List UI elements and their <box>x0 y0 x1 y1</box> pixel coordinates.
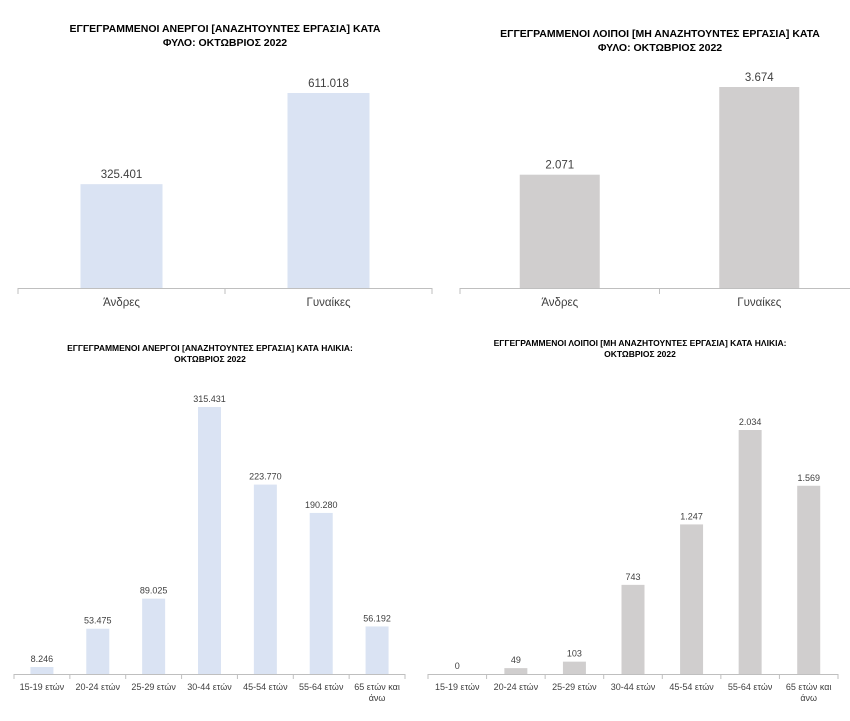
data-label: 611.018 <box>308 78 349 90</box>
chart-plot: 8.246 15-19 ετών 53.475 20-24 ετών 89.025 25-… <box>13 394 406 703</box>
data-label: 1.569 <box>797 473 820 483</box>
chart-others-by-sex: ΕΓΓΕΓΡΑΜΜΕΝΟΙ ΛΟΙΠΟΙ [ΜΗ ΑΝΑΖΗΤΟΥΝΤΕΣ ΕΡ… <box>425 0 850 330</box>
category-label: 15-19 ετών <box>435 682 480 692</box>
chart-plot: 2.071 Άνδρες 3.674 Γυναίκες <box>459 72 850 309</box>
category-label: Άνδρες <box>103 297 140 309</box>
category-label: 30-44 ετών <box>611 682 656 692</box>
bar <box>80 184 163 288</box>
category-label: 25-29 ετών <box>131 682 176 692</box>
category-label: 20-24 ετών <box>76 682 121 692</box>
bar <box>198 407 221 674</box>
bar <box>365 626 389 674</box>
chart-title: ΕΓΓΕΓΡΑΜΜΕΝΟΙ ΛΟΙΠΟΙ [ΜΗ ΑΝΑΖΗΤΟΥΝΤΕΣ ΕΡ… <box>500 28 820 55</box>
bar <box>142 598 166 674</box>
category-label: Άνδρες <box>541 297 578 309</box>
category-label: 55-64 ετών <box>299 682 344 692</box>
data-label: 1.247 <box>680 511 703 521</box>
category-label: 45-54 ετών <box>243 682 288 692</box>
bar <box>253 484 277 674</box>
bar <box>30 667 54 674</box>
data-label: 0 <box>455 661 460 671</box>
bar <box>621 584 645 674</box>
category-label: 15-19 ετών <box>20 682 65 692</box>
bar <box>719 87 800 288</box>
chart-plot: 0 15-19 ετών 49 20-24 ετών 103 25-29 ετών 743 3… <box>427 417 839 703</box>
data-label: 49 <box>511 655 521 665</box>
data-label: 8.246 <box>31 654 54 664</box>
category-label: 30-44 ετών <box>187 682 232 692</box>
chart-others-by-age: ΕΓΓΕΓΡΑΜΜΕΝΟΙ ΛΟΙΠΟΙ [ΜΗ ΑΝΑΖΗΤΟΥΝΤΕΣ ΕΡ… <box>425 330 850 721</box>
bar <box>680 524 704 674</box>
data-label: 743 <box>625 572 640 582</box>
bar <box>86 628 110 674</box>
category-label: Γυναίκες <box>737 297 781 309</box>
category-label: 45-54 ετών <box>669 682 714 692</box>
data-label: 190.280 <box>305 500 338 510</box>
bar <box>738 430 762 674</box>
data-label: 103 <box>567 649 582 659</box>
data-label: 315.431 <box>193 394 226 404</box>
chart-unemployed-by-age: ΕΓΓΕΓΡΑΜΜΕΝΟΙ ΑΝΕΡΓΟΙ [ΑΝΑΖΗΤΟΥΝΤΕΣ ΕΡΓΑ… <box>0 330 425 721</box>
bar <box>504 668 528 674</box>
category-label: 65 ετών και άνω <box>786 682 832 703</box>
bar <box>287 93 370 288</box>
chart-title: ΕΓΓΕΓΡΑΜΜΕΝΟΙ ΑΝΕΡΓΟΙ [ΑΝΑΖΗΤΟΥΝΤΕΣ ΕΡΓΑ… <box>67 343 353 365</box>
data-label: 325.401 <box>101 169 143 181</box>
chart-plot: 325.401 Άνδρες 611.018 Γυναίκες <box>17 78 433 309</box>
bar <box>797 485 821 674</box>
chart-title: ΕΓΓΕΓΡΑΜΜΕΝΟΙ ΑΝΕΡΓΟΙ [ΑΝΑΖΗΤΟΥΝΤΕΣ ΕΡΓΑ… <box>69 23 381 50</box>
category-label: 25-29 ετών <box>552 682 597 692</box>
bar <box>562 661 586 674</box>
category-label: 55-64 ετών <box>728 682 773 692</box>
data-label: 2.071 <box>545 160 574 172</box>
chart-unemployed-by-sex: ΕΓΓΕΓΡΑΜΜΕΝΟΙ ΑΝΕΡΓΟΙ [ΑΝΑΖΗΤΟΥΝΤΕΣ ΕΡΓΑ… <box>0 0 433 330</box>
category-label: Γυναίκες <box>307 297 351 309</box>
data-label: 89.025 <box>140 586 168 596</box>
bar <box>309 512 333 674</box>
data-label: 223.770 <box>249 472 282 482</box>
category-label: 65 ετών και άνω <box>354 682 400 703</box>
bar <box>519 174 600 288</box>
data-label: 53.475 <box>84 616 112 626</box>
data-label: 3.674 <box>745 72 774 84</box>
category-label: 20-24 ετών <box>494 682 539 692</box>
data-label: 2.034 <box>739 417 762 427</box>
chart-title: ΕΓΓΕΓΡΑΜΜΕΝΟΙ ΛΟΙΠΟΙ [ΜΗ ΑΝΑΖΗΤΟΥΝΤΕΣ ΕΡ… <box>493 338 787 360</box>
data-label: 56.192 <box>363 613 391 623</box>
